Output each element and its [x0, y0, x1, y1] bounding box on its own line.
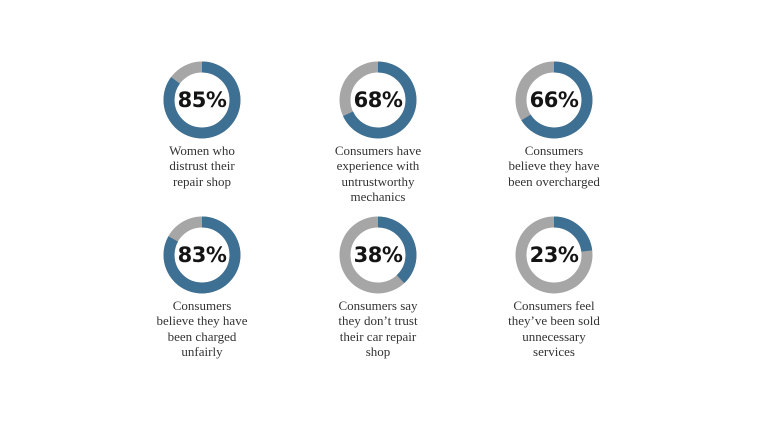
donut-chart: 23% [515, 216, 593, 294]
stat-card: 66% Consumers believe they have been ove… [466, 61, 642, 204]
donut-value-arc [339, 61, 417, 139]
donut-chart: 68% [339, 61, 417, 139]
donut-ring [515, 61, 593, 139]
donut-value-arc [163, 61, 241, 139]
donut-chart: 85% [163, 61, 241, 139]
donut-chart: 38% [339, 216, 417, 294]
donut-ring [339, 216, 417, 294]
donut-caption: Consumers feel they’ve been sold unneces… [508, 298, 600, 359]
stat-card: 23% Consumers feel they’ve been sold unn… [466, 216, 642, 359]
stat-card: 68% Consumers have experience with untru… [290, 61, 466, 204]
donut-value-arc [339, 216, 417, 294]
donut-percentage: 23% [529, 243, 579, 267]
donut-grid-row-1: 85% Women who distrust their repair shop… [114, 61, 642, 204]
donut-percentage: 68% [353, 88, 403, 112]
donut-caption: Consumers have experience with untrustwo… [334, 143, 422, 204]
donut-ring [339, 61, 417, 139]
donut-percentage: 38% [353, 243, 403, 267]
donut-ring [163, 61, 241, 139]
donut-value-arc [515, 61, 593, 139]
donut-caption: Consumers believe they have been overcha… [508, 143, 600, 189]
donut-grid-row-2: 83% Consumers believe they have been cha… [114, 216, 642, 359]
donut-chart: 83% [163, 216, 241, 294]
stat-card: 38% Consumers say they don’t trust their… [290, 216, 466, 359]
donut-percentage: 85% [177, 88, 227, 112]
donut-value-arc [515, 216, 593, 294]
donut-value-arc [163, 216, 241, 294]
donut-caption: Women who distrust their repair shop [169, 143, 235, 189]
donut-ring [163, 216, 241, 294]
donut-percentage: 83% [177, 243, 227, 267]
donut-caption: Consumers say they don’t trust their car… [338, 298, 418, 359]
stat-card: 85% Women who distrust their repair shop [114, 61, 290, 204]
donut-caption: Consumers believe they have been charged… [156, 298, 248, 359]
donut-percentage: 66% [529, 88, 579, 112]
donut-ring [515, 216, 593, 294]
donut-chart: 66% [515, 61, 593, 139]
stat-card: 83% Consumers believe they have been cha… [114, 216, 290, 359]
